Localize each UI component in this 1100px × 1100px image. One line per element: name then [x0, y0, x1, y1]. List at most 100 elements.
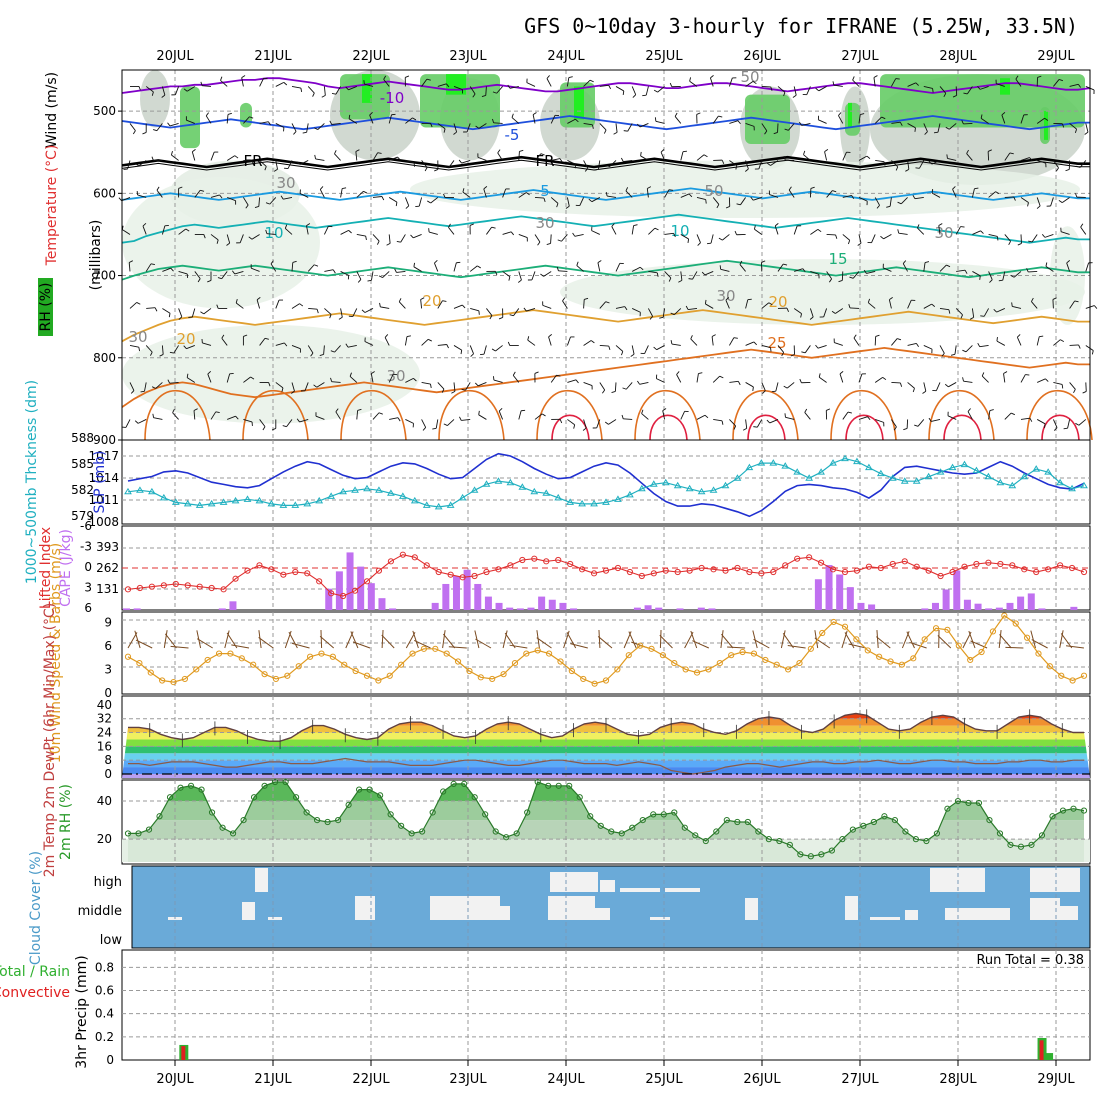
wind-barb — [389, 156, 398, 161]
rh2m-marker — [503, 834, 510, 841]
thickness-marker — [817, 468, 825, 475]
cape-bar — [474, 583, 482, 610]
wind-barb-flag — [168, 313, 171, 318]
wind-barb-flag — [138, 347, 140, 352]
isotherm-loop — [634, 389, 701, 441]
wind-barb-flag — [979, 275, 981, 280]
wind-barb-flag — [548, 334, 552, 338]
wind10m-barb — [844, 632, 855, 649]
li-marker — [997, 560, 1004, 568]
wind-barb — [122, 229, 131, 235]
wind-barb-flag — [1084, 131, 1089, 135]
wind-barb-flag — [192, 149, 196, 153]
wind-barb — [241, 77, 244, 87]
wind-barb — [728, 77, 733, 87]
wind10m-tick-label: 9 — [104, 616, 112, 630]
wind10m-marker — [170, 678, 177, 686]
precip-conv-label: Convective — [0, 985, 70, 1001]
wind-barb — [680, 193, 690, 198]
wind-barb — [919, 160, 925, 169]
wind-barb — [810, 229, 819, 235]
cape-bar — [931, 602, 939, 610]
li-marker — [865, 563, 873, 570]
wind-barb-flag — [938, 223, 943, 226]
wind-barb — [493, 379, 503, 383]
wind-barb — [648, 270, 658, 274]
wind-barb-flag — [1041, 234, 1046, 238]
li-marker — [1080, 568, 1088, 576]
rh2m-marker — [828, 847, 835, 854]
wind-barb — [275, 123, 285, 128]
wind-barb-flag — [625, 187, 629, 192]
wind-barb-flag — [704, 299, 707, 305]
wind-barb-flag — [220, 76, 223, 81]
wind-barb — [664, 189, 670, 198]
wind-barb-flag — [860, 113, 865, 115]
wind-barb-flag — [605, 164, 610, 168]
wind-barb-flag — [345, 343, 349, 348]
wind10m-marker — [1012, 620, 1019, 627]
rh2m-marker — [608, 828, 615, 835]
wind10m-barb — [197, 638, 213, 649]
wind-barb-flag — [314, 154, 316, 159]
cloud-block — [870, 917, 900, 920]
li-marker — [638, 572, 645, 580]
wind-barb — [696, 373, 699, 383]
rh2m-marker — [818, 851, 825, 858]
wind-barb — [307, 264, 315, 272]
wind-barb — [818, 86, 827, 92]
wind10m-marker — [739, 648, 746, 656]
wind-barb — [323, 345, 325, 355]
thickness-marker — [602, 498, 610, 505]
precip-total-label: Total / Rain — [0, 964, 70, 980]
wind-barb-flag — [977, 342, 981, 347]
wind-barb — [676, 374, 682, 383]
wind-barb-flag — [826, 408, 831, 411]
wind-barb-flag — [974, 187, 979, 190]
wind10m-marker — [215, 650, 223, 657]
cape-bar — [655, 607, 663, 610]
wind-barb — [146, 307, 156, 309]
wind-barb-flag — [853, 334, 857, 339]
wind-barb-flag — [293, 131, 297, 135]
wind-barb-flag — [689, 77, 692, 82]
contour-label: 15 — [828, 250, 847, 268]
wind-barb — [842, 234, 850, 241]
wind-barb-flag — [207, 371, 212, 375]
wind-barb-flag — [572, 232, 576, 237]
wind10m-tick-label: 6 — [104, 639, 112, 653]
li-marker — [746, 568, 753, 576]
wind-barb — [477, 156, 487, 161]
wind-barb — [645, 86, 649, 96]
temp2m-tick-label: 32 — [97, 712, 112, 726]
wind-barb — [745, 299, 749, 309]
wind10m-marker — [261, 671, 268, 678]
cloud-block — [600, 880, 615, 892]
wind-barb-flag — [1025, 374, 1030, 376]
wind-barb-flag — [330, 350, 335, 353]
cape-bar — [229, 601, 237, 610]
wind-barb-flag — [690, 335, 693, 340]
wind-barb — [777, 86, 786, 93]
wind-barb — [756, 419, 763, 428]
wind-barb — [291, 123, 297, 132]
rh2m-marker — [419, 828, 426, 835]
wind-barb — [169, 123, 179, 127]
rh2m-marker — [292, 794, 300, 801]
thickness-marker — [984, 472, 993, 480]
wind-barb — [469, 345, 474, 354]
wind-barb — [729, 419, 736, 427]
wind-barb-flag — [721, 420, 724, 425]
wind-barb-flag — [768, 302, 773, 306]
wind-barb-flag — [882, 377, 887, 381]
wind-barb — [518, 192, 527, 198]
wind-barb — [421, 419, 427, 428]
wind-barb — [745, 160, 749, 170]
rh2m-marker — [440, 788, 447, 795]
wind-barb — [550, 234, 552, 244]
wind-barb-flag — [838, 280, 843, 283]
wind-barb-flag — [159, 354, 164, 357]
wind-barb-flag — [866, 155, 871, 159]
